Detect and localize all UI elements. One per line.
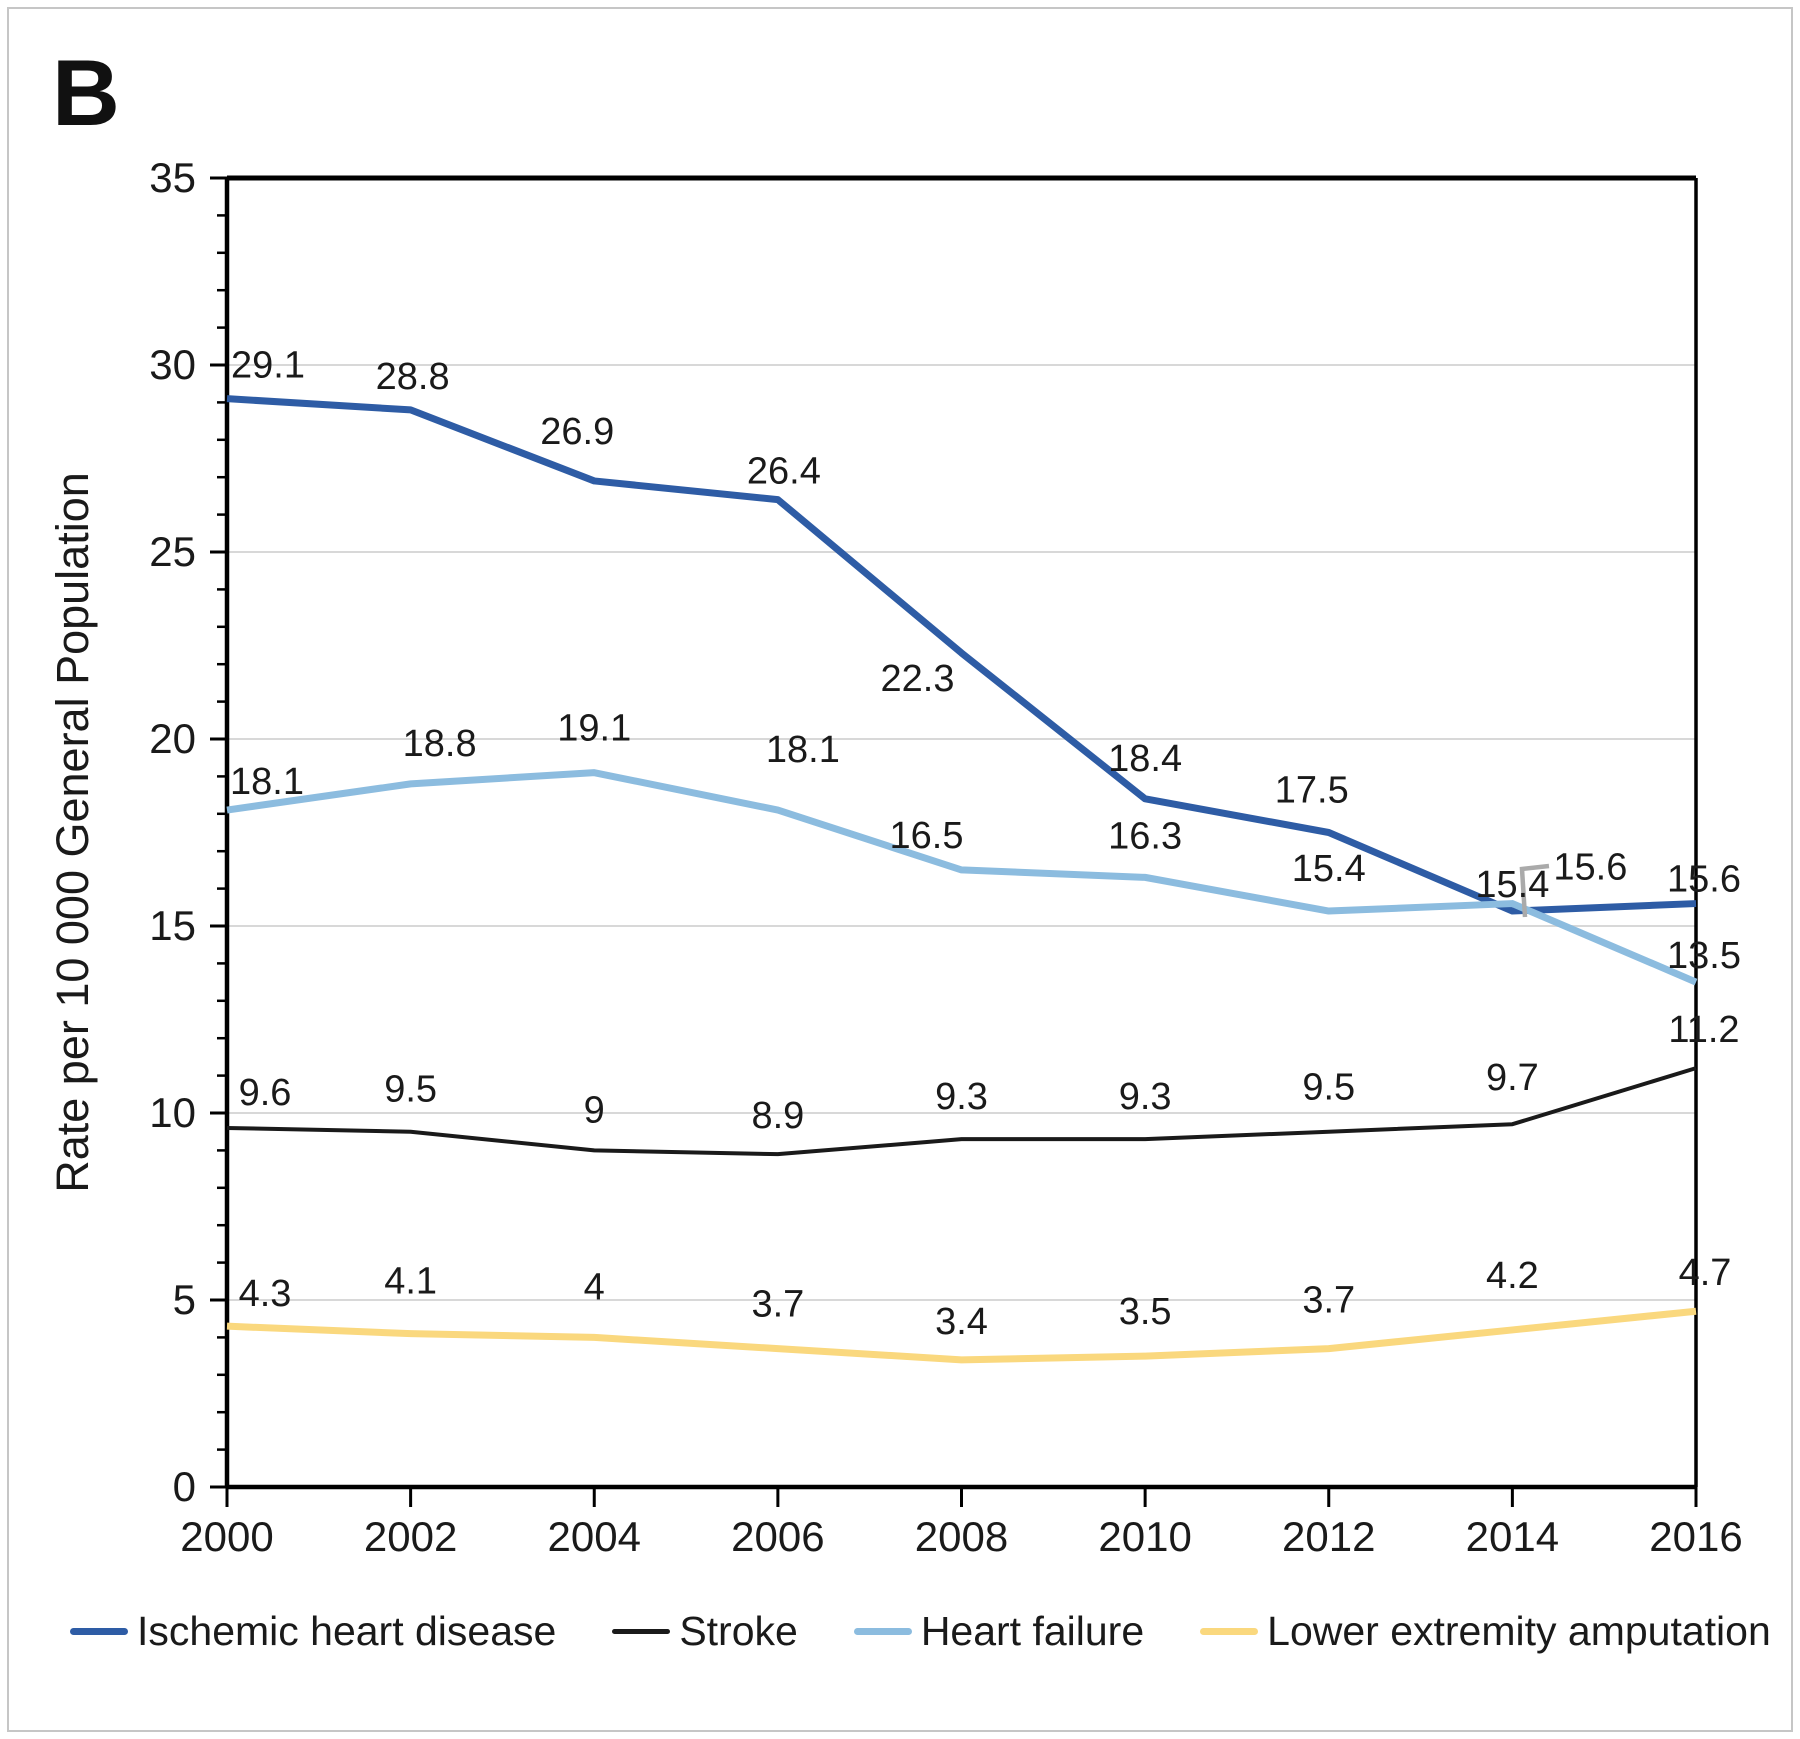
svg-text:2016: 2016	[1649, 1513, 1742, 1560]
y-axis-tick-labels: 0 5 10 15 20 25 30 35	[149, 154, 196, 1510]
series-line-ischemic-heart-disease	[226, 395, 1697, 915]
svg-text:17.5: 17.5	[1275, 770, 1349, 812]
legend-label: Stroke	[679, 1608, 798, 1654]
svg-text:28.8: 28.8	[376, 356, 450, 398]
svg-text:26.4: 26.4	[747, 451, 821, 493]
svg-text:4: 4	[584, 1266, 605, 1308]
svg-text:9.6: 9.6	[239, 1072, 292, 1114]
panel-label: B	[52, 40, 120, 145]
series-line-lower-extremity-amputation	[226, 1307, 1697, 1364]
series-line-stroke	[226, 1066, 1697, 1157]
svg-text:2008: 2008	[915, 1513, 1008, 1560]
data-label-leader-line	[1519, 863, 1550, 918]
svg-text:15.6: 15.6	[1553, 847, 1627, 889]
svg-text:2012: 2012	[1282, 1513, 1375, 1560]
svg-text:0: 0	[173, 1463, 196, 1510]
svg-text:18.4: 18.4	[1108, 738, 1182, 780]
chart-legend: Ischemic heart disease Stroke Heart fail…	[70, 1608, 1771, 1655]
svg-text:4.3: 4.3	[239, 1273, 292, 1315]
svg-text:10: 10	[149, 1089, 196, 1136]
svg-text:2002: 2002	[364, 1513, 457, 1560]
legend-item-lower-extremity-amputation: Lower extremity amputation	[1200, 1608, 1771, 1655]
svg-text:Rate per 10 000 General Popula: Rate per 10 000 General Population	[47, 472, 98, 1193]
svg-text:3.4: 3.4	[935, 1301, 988, 1343]
svg-text:4.1: 4.1	[384, 1261, 437, 1303]
legend-item-stroke: Stroke	[612, 1608, 798, 1655]
svg-text:2010: 2010	[1098, 1513, 1191, 1560]
figure-border	[7, 7, 1793, 1732]
svg-text:35: 35	[149, 154, 196, 201]
svg-text:13.5: 13.5	[1667, 935, 1741, 977]
svg-text:9.3: 9.3	[1119, 1076, 1172, 1118]
y-axis-ticks	[210, 176, 227, 1489]
svg-text:16.3: 16.3	[1108, 815, 1182, 857]
svg-text:4.7: 4.7	[1679, 1252, 1732, 1294]
legend-line-sample-ischemic-heart-disease	[70, 1628, 128, 1635]
x-axis-ticks	[225, 1487, 1698, 1507]
svg-text:29.1: 29.1	[231, 345, 305, 387]
svg-text:8.9: 8.9	[751, 1095, 804, 1137]
svg-text:2000: 2000	[180, 1513, 273, 1560]
legend-label: Ischemic heart disease	[137, 1608, 557, 1654]
legend-label: Heart failure	[920, 1608, 1145, 1654]
data-labels-heart-failure: 18.118.8 19.118.116.5 16.315.4 15.613.5	[230, 708, 1741, 977]
legend-line-sample-heart-failure	[853, 1628, 912, 1635]
svg-text:30: 30	[149, 341, 196, 388]
svg-text:20: 20	[149, 715, 196, 762]
series-line-heart-failure	[226, 769, 1698, 986]
svg-text:15.4: 15.4	[1475, 864, 1549, 906]
data-labels-stroke: 9.6 9.5 9 8.9 9.3 9.3 9.5 9.7 11.2	[239, 1009, 1740, 1137]
y-axis-title: Rate per 10 000 General Population	[47, 472, 98, 1193]
svg-text:22.3: 22.3	[881, 658, 955, 700]
svg-text:16.5: 16.5	[890, 815, 964, 857]
svg-text:9.5: 9.5	[384, 1069, 437, 1111]
svg-text:3.7: 3.7	[1302, 1280, 1355, 1322]
svg-text:9.5: 9.5	[1302, 1067, 1355, 1109]
svg-text:3.5: 3.5	[1119, 1291, 1172, 1333]
svg-text:11.2: 11.2	[1668, 1009, 1739, 1051]
legend-item-ischemic-heart-disease: Ischemic heart disease	[70, 1608, 556, 1655]
svg-text:18.1: 18.1	[230, 761, 304, 803]
svg-text:9.3: 9.3	[935, 1076, 988, 1118]
legend-line-sample-lower-extremity-amputation	[1200, 1628, 1259, 1635]
data-labels-ischemic-heart-disease: 29.1 28.826.926.422.318.417.515.4 15.6	[231, 345, 1741, 906]
svg-text:19.1: 19.1	[557, 708, 631, 750]
svg-text:2006: 2006	[731, 1513, 824, 1560]
svg-text:15.6: 15.6	[1667, 859, 1741, 901]
svg-text:18.8: 18.8	[403, 723, 477, 765]
svg-text:15.4: 15.4	[1292, 848, 1366, 890]
svg-text:15: 15	[149, 902, 196, 949]
svg-text:3.7: 3.7	[751, 1284, 804, 1326]
legend-line-sample-stroke	[612, 1629, 671, 1634]
svg-text:25: 25	[149, 528, 196, 575]
svg-text:9.7: 9.7	[1486, 1057, 1539, 1099]
svg-text:9: 9	[584, 1089, 605, 1131]
legend-label: Lower extremity amputation	[1267, 1608, 1771, 1654]
svg-text:2004: 2004	[548, 1513, 641, 1560]
y-gridlines	[227, 364, 1696, 1301]
legend-item-heart-failure: Heart failure	[853, 1608, 1145, 1655]
svg-text:4.2: 4.2	[1486, 1255, 1539, 1297]
x-axis-tick-labels: 2000 2002 2004 2006 2008 2010 2012 2014 2016	[180, 1513, 1742, 1560]
svg-text:26.9: 26.9	[540, 411, 614, 453]
data-labels-lower-extremity-amputation: 4.3 4.1 4 3.7 3.4 3.5 3.7 4.2 4.7	[239, 1252, 1732, 1343]
svg-text:18.1: 18.1	[766, 729, 840, 771]
plot-border	[224, 175, 1698, 1490]
svg-text:2014: 2014	[1466, 1513, 1559, 1560]
svg-text:5: 5	[173, 1276, 196, 1323]
